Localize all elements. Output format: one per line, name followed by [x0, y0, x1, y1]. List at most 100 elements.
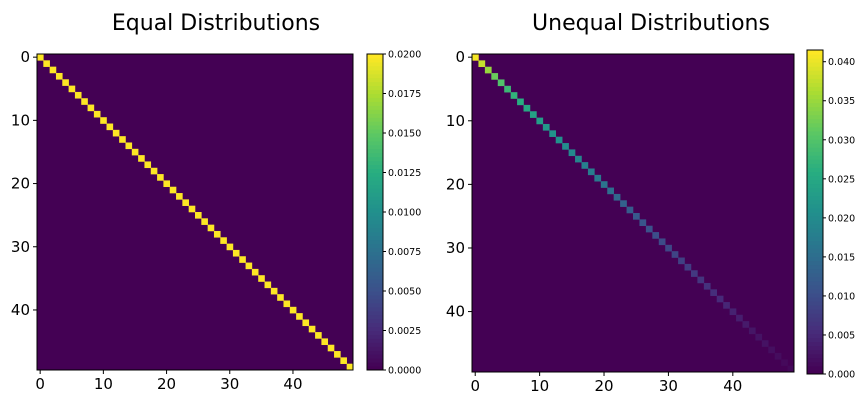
colorbar-tick-label: 0.0000	[388, 366, 421, 377]
heatmap-cell	[478, 60, 486, 68]
heatmap-cell	[600, 181, 608, 188]
heatmap-cell	[182, 199, 189, 206]
colorbar-segment	[807, 90, 823, 96]
heatmap-cell	[264, 281, 272, 289]
colorbar-segment	[807, 159, 823, 164]
heatmap-cell	[504, 85, 511, 93]
axes-frame	[36, 53, 354, 371]
colorbar-segment	[367, 334, 383, 339]
colorbar-segment	[367, 160, 383, 166]
heatmap-cell	[626, 206, 634, 214]
heatmap-cell	[645, 225, 653, 233]
colorbar-segment	[367, 263, 383, 268]
chart-title: Unequal Distributions	[532, 11, 770, 36]
colorbar-segment	[367, 283, 383, 288]
colorbar-segment	[367, 61, 383, 67]
colorbar-segment	[367, 54, 383, 59]
colorbar-tick-label: 0.025	[828, 174, 855, 185]
colorbar-segment	[807, 260, 823, 266]
colorbar-segment	[807, 325, 823, 330]
colorbar-segment	[807, 329, 823, 334]
colorbar-segment	[807, 349, 823, 355]
colorbar-segment	[807, 268, 823, 274]
colorbar-segment	[807, 70, 823, 75]
colorbar-segment	[367, 255, 383, 260]
colorbar-segment	[367, 89, 383, 94]
heatmap-cell	[716, 295, 724, 303]
heatmap-cell	[340, 357, 347, 364]
colorbar-segment	[807, 272, 823, 278]
colorbar-segment	[807, 297, 823, 302]
colorbar-segment	[807, 248, 823, 253]
y-tick-label: 30	[11, 238, 30, 256]
heatmap-cell	[484, 66, 492, 74]
colorbar-segment	[807, 333, 823, 339]
colorbar-segment	[367, 125, 383, 130]
colorbar-segment	[367, 57, 383, 63]
heatmap-cell	[549, 130, 557, 137]
heatmap-cell	[251, 268, 259, 276]
heatmap-cell	[37, 54, 44, 61]
heatmap-cell	[678, 257, 685, 265]
heatmap-cell	[787, 365, 795, 373]
heatmap-cell	[690, 270, 698, 277]
colorbar-segment	[367, 121, 383, 126]
colorbar-segment	[367, 294, 383, 300]
heatmap-cell	[220, 237, 227, 244]
heatmap-cell	[49, 66, 57, 74]
axes-frame	[471, 53, 795, 373]
colorbar-segment	[807, 155, 823, 160]
colorbar: 0.0000 0.0025 0.0050 0.0075 0.0100 0.0125 0.01…	[366, 50, 421, 377]
colorbar-segment	[367, 287, 383, 292]
heatmap-cell	[523, 104, 531, 112]
colorbar-segment	[807, 256, 823, 262]
colorbar-segment	[367, 133, 383, 138]
heatmap-cell	[125, 142, 133, 150]
heatmap-cell	[761, 340, 769, 347]
colorbar-segment	[807, 139, 823, 144]
heatmap-cell	[742, 321, 750, 328]
colorbar-segment	[367, 144, 383, 150]
colorbar-segment	[807, 62, 823, 67]
heatmap-cell	[587, 168, 595, 176]
colorbar-segment	[807, 216, 823, 221]
colorbar-tick-label: 0.005	[828, 330, 855, 341]
heatmap-cell	[112, 129, 120, 137]
colorbar-segment	[807, 187, 823, 193]
colorbar-segment	[807, 58, 823, 63]
colorbar-frame	[806, 49, 824, 375]
heatmap-cell	[144, 161, 152, 169]
colorbar: 0.000 0.005 0.010 0.015 0.020 0.025 0.030 0.035…	[806, 49, 855, 381]
x-tick-label: 10	[94, 375, 113, 393]
colorbar-segment	[807, 280, 823, 286]
colorbar-segment	[367, 156, 383, 162]
colorbar-segment	[367, 140, 383, 146]
colorbar-segment	[367, 267, 383, 272]
colorbar-tick-label: 0.0175	[388, 89, 421, 100]
colorbar-tick-label: 0.0100	[388, 208, 421, 219]
colorbar-segment	[367, 69, 383, 75]
colorbar-segment	[367, 235, 383, 241]
heatmap-cell	[201, 218, 208, 225]
colorbar-segment	[807, 293, 823, 298]
heatmap-cell	[755, 333, 763, 341]
colorbar-segment	[807, 143, 823, 148]
equal-distributions-panel: Equal Distributions 0 10 20 30 40 0 10 20 30 40 0…	[11, 11, 421, 393]
colorbar-segment	[367, 168, 383, 173]
heatmap-cell	[517, 98, 524, 106]
heatmap-cell	[138, 155, 145, 162]
colorbar-segment	[807, 357, 823, 363]
colorbar-segment	[807, 131, 823, 136]
heatmap-cell	[245, 262, 253, 270]
heatmap-cell	[74, 91, 82, 99]
colorbar-segment	[807, 244, 823, 249]
heatmap-cell	[277, 294, 284, 301]
heatmap-cell	[497, 79, 505, 87]
colorbar-segment	[367, 105, 383, 110]
colorbar-segment	[807, 106, 823, 112]
y-tick-label: 10	[446, 112, 465, 130]
colorbar-segment	[367, 306, 383, 312]
colorbar-tick-label: 0.0200	[388, 50, 421, 61]
axes: 0 10 20 30 40 0 10 20 30 40	[11, 48, 354, 393]
heatmap-cell	[665, 244, 672, 252]
